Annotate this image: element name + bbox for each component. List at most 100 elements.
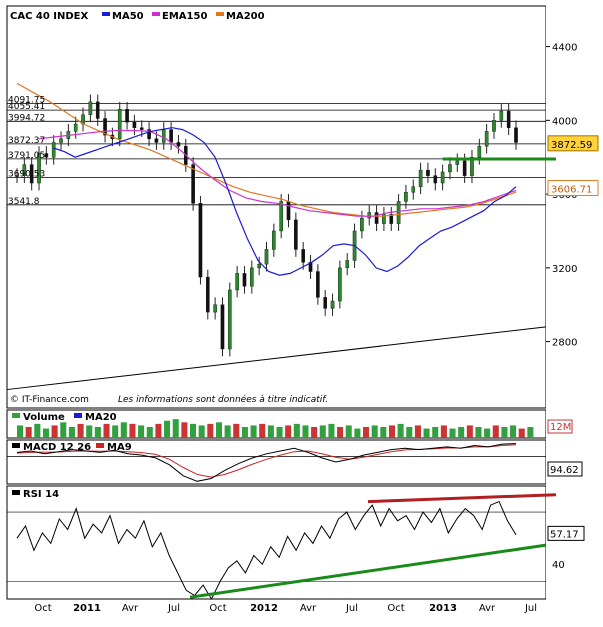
volume-bar: [198, 425, 205, 438]
candle-down: [433, 175, 438, 184]
candle-up: [59, 138, 63, 143]
candle-up: [338, 267, 342, 302]
volume-bar: [484, 428, 491, 438]
candle-up: [37, 153, 41, 184]
volume-bar: [406, 427, 413, 438]
volume-bar: [241, 427, 248, 438]
legend-swatch: [74, 413, 82, 418]
chart-labels: 280032003600400044004091.754055.413994.7…: [8, 11, 599, 614]
panel-frame-4: [6, 485, 547, 600]
candle-up: [484, 131, 489, 147]
candle-down: [139, 127, 144, 130]
volume-bar: [302, 425, 309, 438]
candle-up: [404, 192, 408, 202]
volume-bar: [25, 427, 32, 438]
source-note: © IT-Finance.com: [10, 395, 89, 405]
legend-label: EMA150: [162, 11, 207, 22]
volume-bar: [155, 423, 162, 438]
volume-bar: [276, 427, 283, 438]
x-tick-label: Oct: [209, 603, 226, 614]
x-tick-label: Jul: [345, 603, 358, 614]
candle-down: [132, 121, 137, 128]
macd-value-label: 94.62: [550, 465, 579, 476]
candle-down: [389, 214, 394, 224]
volume-bar: [285, 425, 292, 438]
candle-down: [374, 212, 379, 224]
volume-bar: [68, 427, 75, 438]
legend-swatch: [102, 12, 110, 16]
y-tick-label: 4000: [552, 116, 577, 127]
volume-bar: [233, 423, 240, 438]
candle-up: [345, 260, 350, 269]
candle-down: [316, 271, 320, 298]
last-price-box: [547, 135, 599, 152]
candle-up: [228, 289, 232, 350]
candle-up: [279, 201, 283, 232]
legend-label: MA20: [85, 412, 117, 423]
trend-lines: [6, 157, 557, 599]
candle-down: [205, 276, 210, 313]
legend-label: MACD 12 26: [23, 442, 91, 453]
volume-bar: [363, 427, 370, 438]
volume-value-label: 12M: [550, 422, 571, 433]
candle-up: [264, 249, 269, 265]
volume-bar: [34, 423, 41, 438]
volume-bar: [224, 425, 231, 438]
volume-bar: [129, 423, 136, 438]
volume-bar: [77, 423, 84, 438]
volume-bar: [354, 428, 361, 438]
macd-line: [16, 443, 517, 482]
candle-down: [198, 203, 203, 278]
volume-bar: [94, 427, 101, 438]
volume-bar: [86, 425, 93, 438]
level-label: 3690.53: [8, 169, 45, 179]
candle-down: [286, 201, 291, 221]
rsi-line: [16, 500, 517, 601]
candle-up: [213, 304, 217, 313]
candle-down: [462, 160, 467, 176]
volume-bar: [112, 425, 119, 438]
chart-title: CAC 40 INDEX: [10, 11, 89, 22]
candle-up: [411, 186, 416, 193]
volume-bar: [380, 427, 387, 438]
candle-up: [477, 145, 482, 158]
candle-down: [323, 297, 328, 309]
candle-up: [73, 123, 78, 132]
candle-up: [418, 169, 423, 187]
candle-down: [154, 138, 159, 143]
x-tick-label: Oct: [34, 603, 51, 614]
legend-swatch: [96, 443, 104, 448]
uptrend-line: [6, 326, 547, 391]
volume-bar: [337, 427, 344, 438]
level-label: 3791.05: [8, 151, 45, 161]
candle-down: [426, 169, 430, 176]
legend-label: MA50: [112, 11, 144, 22]
volume-bar: [267, 425, 274, 438]
x-tick-label: Jul: [167, 603, 180, 614]
candle-up: [161, 129, 166, 143]
x-tick-label: Avr: [122, 603, 139, 614]
rsi-value-box: [547, 525, 585, 541]
candle-up: [367, 212, 372, 219]
x-tick-label: Jul: [524, 603, 537, 614]
volume-bar: [250, 425, 257, 438]
volume-bar: [60, 422, 67, 438]
candle-down: [514, 127, 518, 143]
ma-value-label: 3606.71: [551, 185, 592, 196]
level-label: 4091.75: [8, 95, 45, 105]
candle-up: [492, 120, 496, 132]
candle-up: [257, 263, 261, 269]
y-tick-label: 3200: [552, 264, 577, 275]
legend-swatch: [152, 12, 160, 16]
volume-bar: [311, 427, 318, 438]
volume-bar: [138, 425, 145, 438]
volume-bar: [432, 427, 439, 438]
last-price-label: 3872.59: [551, 140, 592, 151]
volume-bar: [510, 425, 517, 438]
candle-down: [191, 164, 195, 204]
rsi-value-label: 57.17: [550, 529, 579, 540]
volume-bar: [172, 419, 179, 438]
candle-up: [382, 214, 386, 224]
legend-swatch: [12, 490, 20, 495]
volume-bars: [17, 419, 534, 438]
